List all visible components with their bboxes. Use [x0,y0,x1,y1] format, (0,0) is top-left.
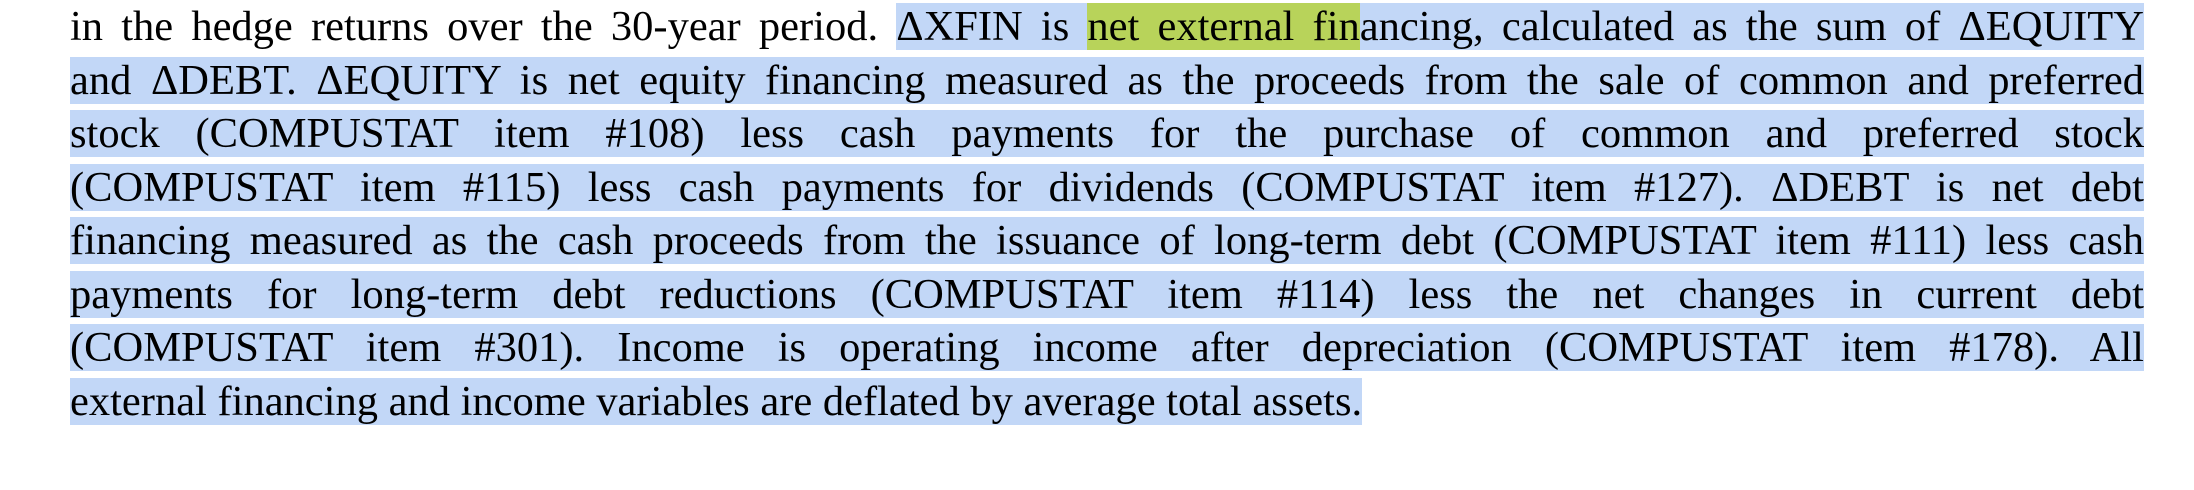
text-line-1[interactable]: in the hedge returns over the 30-year pe… [70,0,2144,54]
selected-text[interactable]: ΔXFIN is [896,3,1088,50]
text-line-3[interactable]: stock (COMPUSTAT item #108) less cash pa… [70,107,2144,161]
highlighted-text[interactable]: net external fin [1087,3,1360,50]
document-body: in the hedge returns over the 30-year pe… [70,0,2144,428]
selected-text[interactable]: stock (COMPUSTAT item #108) less cash pa… [70,110,2144,157]
unselected-text[interactable]: in the hedge returns over the 30-year pe… [70,3,897,50]
text-line-2[interactable]: and ΔDEBT. ΔEQUITY is net equity financi… [70,54,2144,108]
text-line-5[interactable]: financing measured as the cash proceeds … [70,214,2144,268]
selected-text[interactable]: and ΔDEBT. ΔEQUITY is net equity financi… [70,56,2144,104]
text-line-4[interactable]: (COMPUSTAT item #115) less cash payments… [70,161,2144,215]
selected-text[interactable]: ancing, calculated as the sum of ΔEQUITY [1359,3,2144,50]
text-line-8[interactable]: external financing and income variables … [70,375,2144,429]
selected-text[interactable]: financing measured as the cash proceeds … [70,217,2144,264]
selected-text[interactable]: external financing and income variables … [70,377,1363,425]
selected-text[interactable]: (COMPUSTAT item #301). Income is operati… [70,324,2144,371]
selected-text[interactable]: (COMPUSTAT item #115) less cash payments… [70,163,2144,211]
text-line-7[interactable]: (COMPUSTAT item #301). Income is operati… [70,321,2144,375]
selected-text[interactable]: payments for long-term debt reductions (… [70,270,2144,318]
text-line-6[interactable]: payments for long-term debt reductions (… [70,268,2144,322]
